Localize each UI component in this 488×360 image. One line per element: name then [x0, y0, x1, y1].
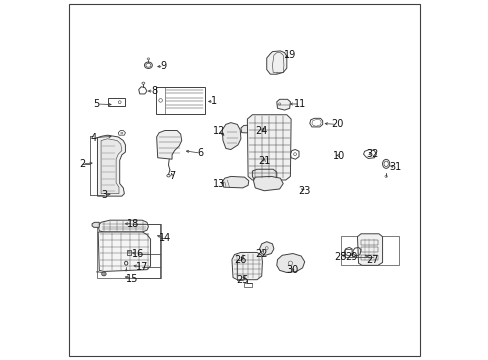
- Text: 5: 5: [93, 99, 100, 109]
- Polygon shape: [266, 51, 286, 74]
- Bar: [155, 87, 204, 114]
- Text: 14: 14: [159, 233, 171, 243]
- Bar: [97, 225, 160, 278]
- Polygon shape: [259, 242, 273, 255]
- Text: 30: 30: [286, 265, 299, 275]
- Bar: [244, 283, 251, 287]
- Text: 22: 22: [255, 248, 267, 258]
- Text: 12: 12: [212, 126, 224, 135]
- Polygon shape: [276, 253, 304, 273]
- Bar: [341, 236, 399, 265]
- Text: 8: 8: [151, 86, 157, 96]
- Polygon shape: [247, 115, 290, 180]
- Text: 24: 24: [255, 126, 267, 135]
- Text: 31: 31: [389, 162, 401, 172]
- Text: 18: 18: [126, 219, 139, 229]
- Text: 17: 17: [136, 262, 148, 272]
- Text: 25: 25: [236, 275, 248, 285]
- Text: 9: 9: [161, 61, 166, 71]
- Text: 11: 11: [293, 99, 305, 109]
- Polygon shape: [92, 222, 99, 227]
- Text: 16: 16: [131, 248, 143, 258]
- Polygon shape: [252, 169, 276, 180]
- Bar: [360, 247, 378, 252]
- Polygon shape: [97, 135, 125, 196]
- Bar: [360, 255, 378, 260]
- Text: 26: 26: [234, 255, 246, 265]
- Polygon shape: [98, 220, 148, 232]
- Text: 2: 2: [79, 159, 85, 169]
- Text: 13: 13: [212, 179, 224, 189]
- Bar: [126, 249, 131, 255]
- Text: 20: 20: [330, 120, 343, 129]
- Bar: [107, 98, 124, 106]
- Text: 6: 6: [197, 148, 203, 158]
- Text: 23: 23: [298, 186, 310, 197]
- Text: 29: 29: [345, 252, 357, 262]
- Polygon shape: [231, 252, 262, 280]
- Polygon shape: [253, 176, 283, 191]
- Bar: [360, 240, 378, 245]
- Polygon shape: [222, 123, 241, 149]
- Polygon shape: [101, 139, 122, 194]
- Polygon shape: [241, 125, 265, 134]
- Text: 21: 21: [258, 156, 270, 166]
- Polygon shape: [357, 234, 382, 265]
- Text: 1: 1: [210, 96, 217, 106]
- Text: 7: 7: [168, 171, 175, 181]
- Text: 3: 3: [101, 190, 107, 200]
- Text: 15: 15: [126, 274, 139, 284]
- Polygon shape: [156, 131, 182, 159]
- Text: 4: 4: [90, 133, 96, 143]
- Polygon shape: [98, 232, 150, 271]
- Text: 10: 10: [333, 150, 345, 161]
- Text: 27: 27: [366, 255, 378, 265]
- Text: 19: 19: [284, 50, 296, 60]
- Polygon shape: [276, 99, 290, 110]
- Polygon shape: [222, 176, 248, 188]
- Text: 32: 32: [366, 149, 378, 159]
- Text: 28: 28: [334, 252, 346, 262]
